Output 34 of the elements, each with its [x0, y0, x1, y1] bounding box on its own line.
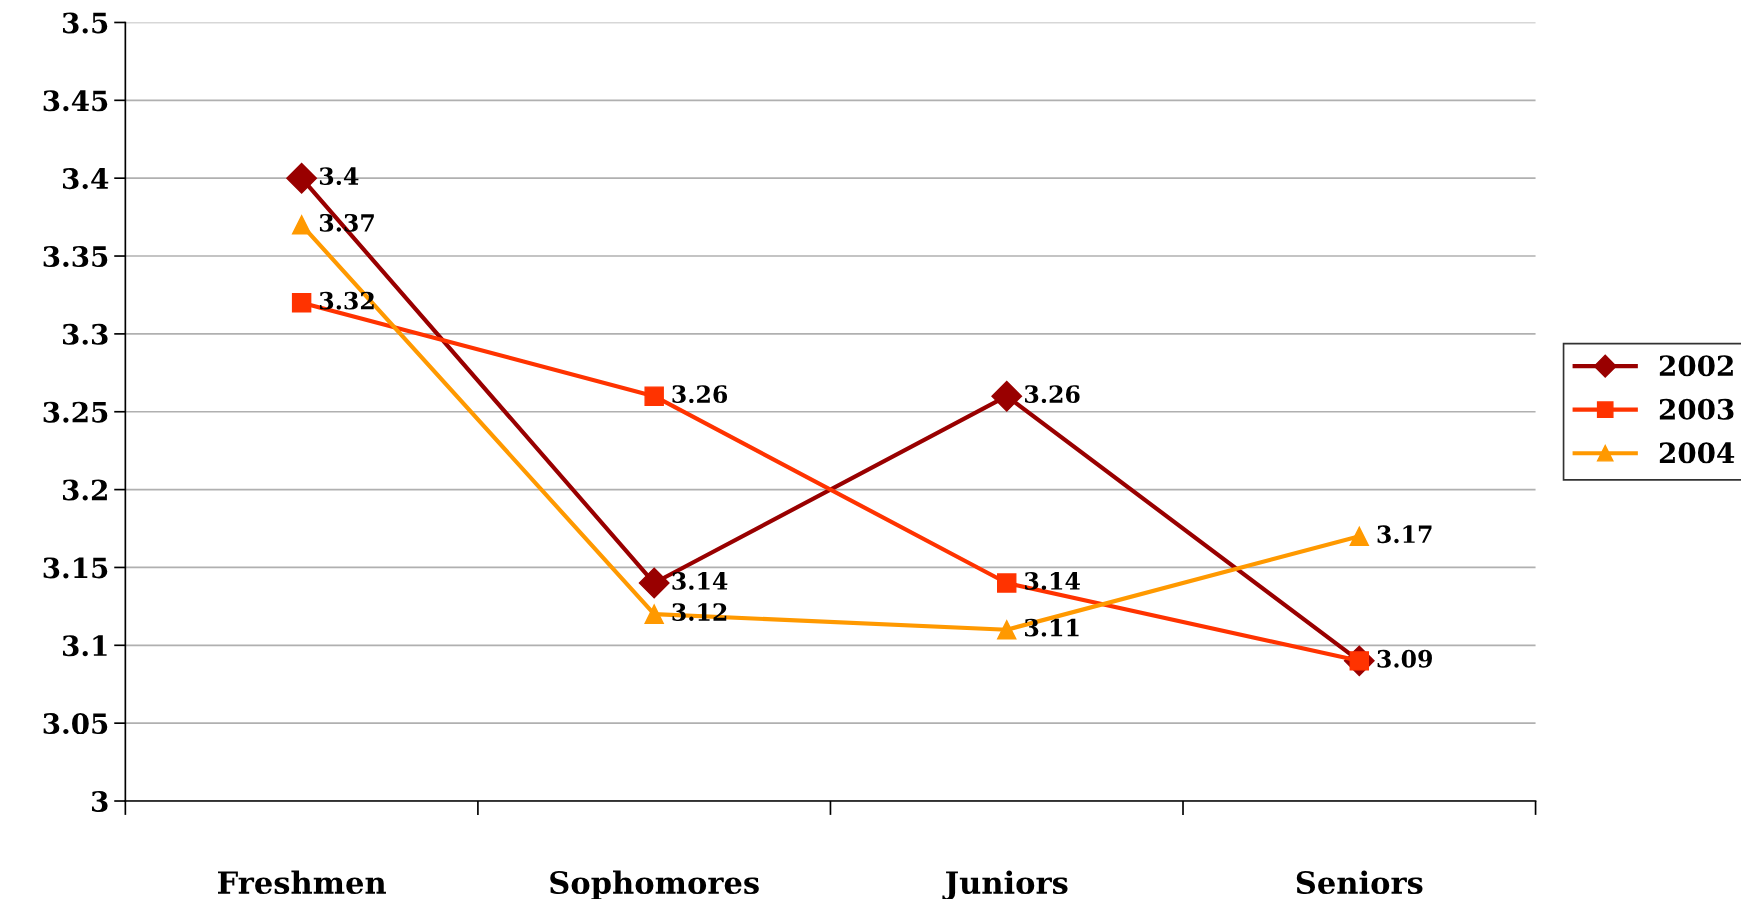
data-label: 3.4	[319, 167, 359, 186]
point	[286, 162, 318, 194]
data-label: 3.14	[672, 572, 728, 590]
data-label: 3.17	[1377, 525, 1432, 544]
y-tick-label: 3.05	[43, 713, 108, 735]
point	[638, 567, 670, 599]
legend-label: 2003	[1659, 398, 1734, 420]
data-label: 3.26	[1025, 385, 1080, 404]
y-tick-label: 3.25	[43, 401, 108, 423]
legend-label: 2002	[1659, 355, 1733, 377]
x-tick-label: Seniors	[1296, 870, 1423, 895]
point	[644, 604, 664, 624]
x-tick-label: Freshmen	[218, 870, 386, 895]
point	[1349, 526, 1370, 547]
point	[291, 293, 312, 313]
y-tick-label: 3	[91, 790, 108, 812]
data-label: 3.11	[1025, 618, 1079, 637]
legend-label: 2004	[1659, 442, 1735, 464]
data-label: 3.26	[672, 385, 728, 404]
y-tick-label: 3.35	[43, 245, 108, 267]
y-tick-label: 3.2	[63, 479, 107, 501]
data-label: 3.09	[1377, 649, 1432, 668]
point	[991, 380, 1023, 412]
point	[644, 386, 664, 406]
y-tick-label: 3.3	[63, 323, 108, 345]
point	[997, 573, 1017, 593]
y-tick-label: 3.45	[43, 90, 108, 112]
y-tick-label: 3.4	[63, 168, 109, 190]
data-label: 3.14	[1025, 572, 1080, 590]
point	[291, 215, 312, 235]
y-tick-label: 3.1	[63, 635, 107, 657]
y-tick-label: 3.5	[63, 12, 108, 34]
y-tick-label: 3.15	[43, 557, 108, 579]
point	[997, 620, 1017, 640]
